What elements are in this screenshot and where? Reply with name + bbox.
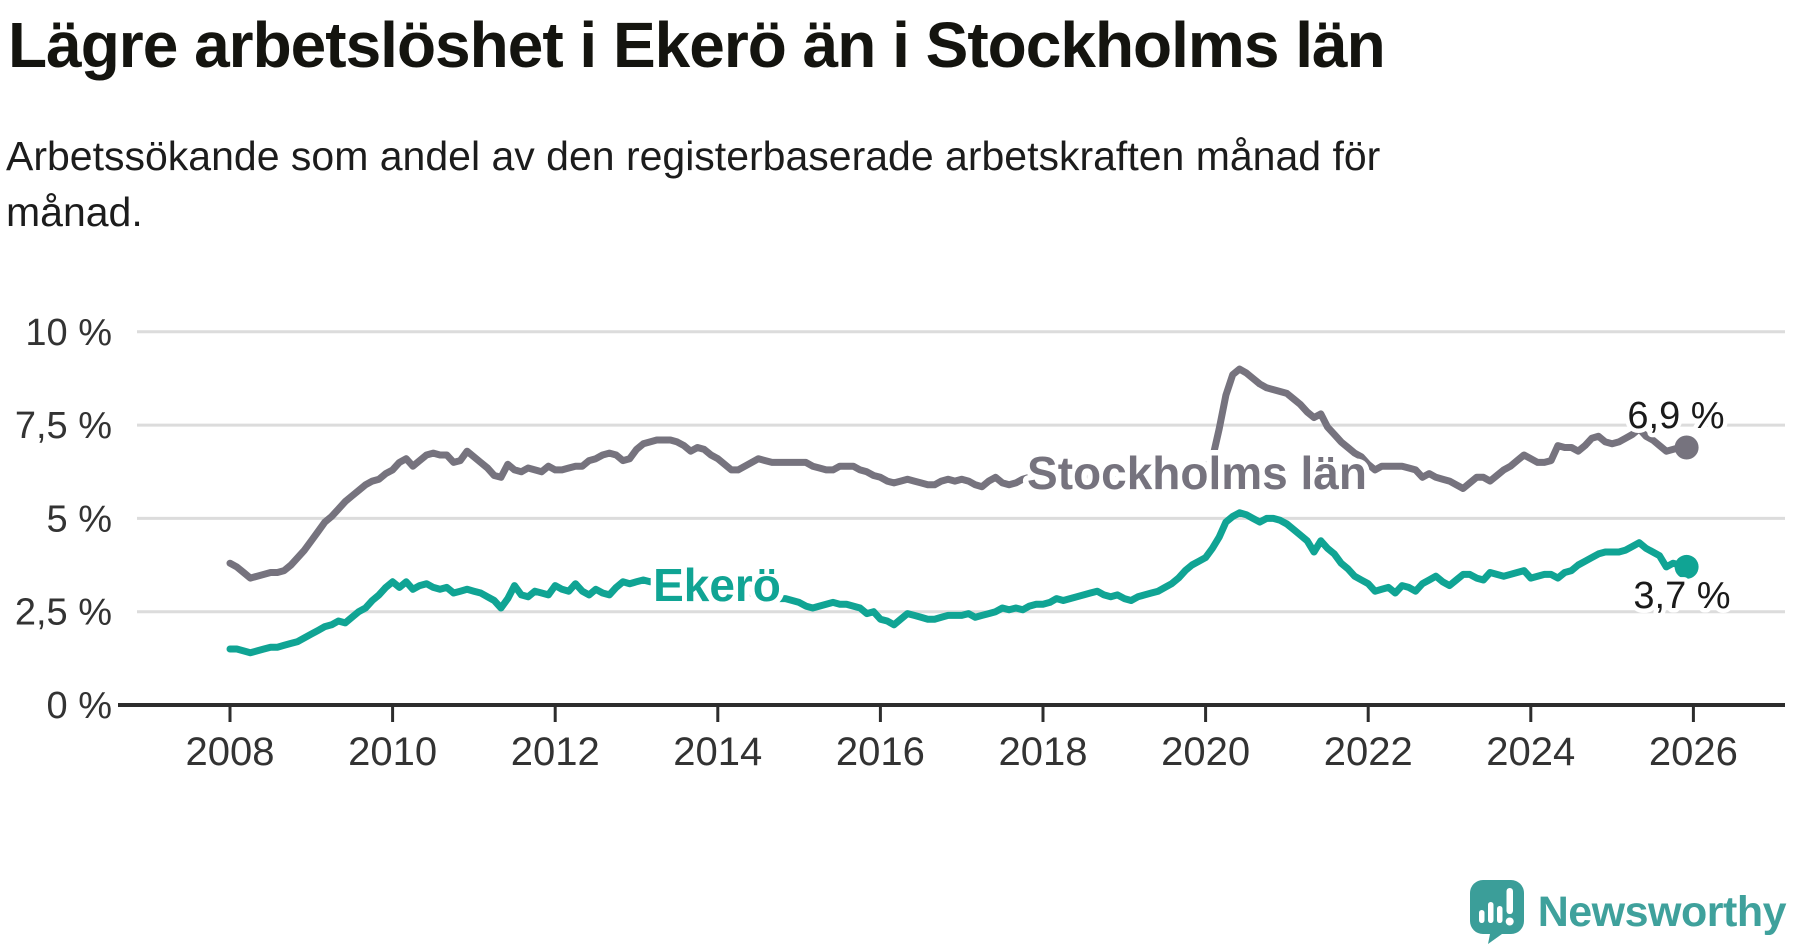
y-axis-label: 0 %: [47, 685, 112, 727]
y-axis-label: 10 %: [25, 312, 112, 354]
y-axis-label: 5 %: [47, 498, 112, 540]
newsworthy-wordmark: Newsworthy: [1537, 887, 1787, 936]
x-axis-label: 2026: [1649, 730, 1738, 774]
x-axis-label: 2020: [1161, 730, 1250, 774]
end-value-label-ekero: 3,7 %: [1633, 575, 1730, 617]
x-axis-label: 2024: [1486, 730, 1575, 774]
newsworthy-logo: Newsworthy: [1469, 880, 1787, 944]
x-axis-label: 2010: [348, 730, 437, 774]
end-value-label-stockholms-lan: 6,9 %: [1627, 395, 1724, 437]
series-end-dot-ekero: [1674, 554, 1699, 579]
x-axis-label: 2018: [999, 730, 1088, 774]
x-axis-label: 2016: [836, 730, 925, 774]
newsworthy-icon: [1469, 880, 1524, 944]
series-line-stockholms-lan: [226, 365, 1691, 582]
y-axis-label: 2,5 %: [15, 592, 112, 634]
series-label-ekero: Ekerö: [653, 559, 781, 611]
series-end-dot-stockholms-lan: [1674, 435, 1699, 460]
series-label-stockholms-lan: Stockholms län: [1027, 447, 1367, 499]
series-line-ekero: [226, 509, 1691, 657]
x-axis-label: 2022: [1324, 730, 1413, 774]
y-axis-label: 7,5 %: [15, 405, 112, 447]
x-axis-label: 2014: [673, 730, 762, 774]
x-axis-label: 2008: [186, 730, 275, 774]
chart-subtitle: Arbetssökande som andel av den registerb…: [6, 133, 1381, 235]
chart-title: Lägre arbetslöshet i Ekerö än i Stockhol…: [8, 9, 1386, 81]
x-axis-label: 2012: [511, 730, 600, 774]
